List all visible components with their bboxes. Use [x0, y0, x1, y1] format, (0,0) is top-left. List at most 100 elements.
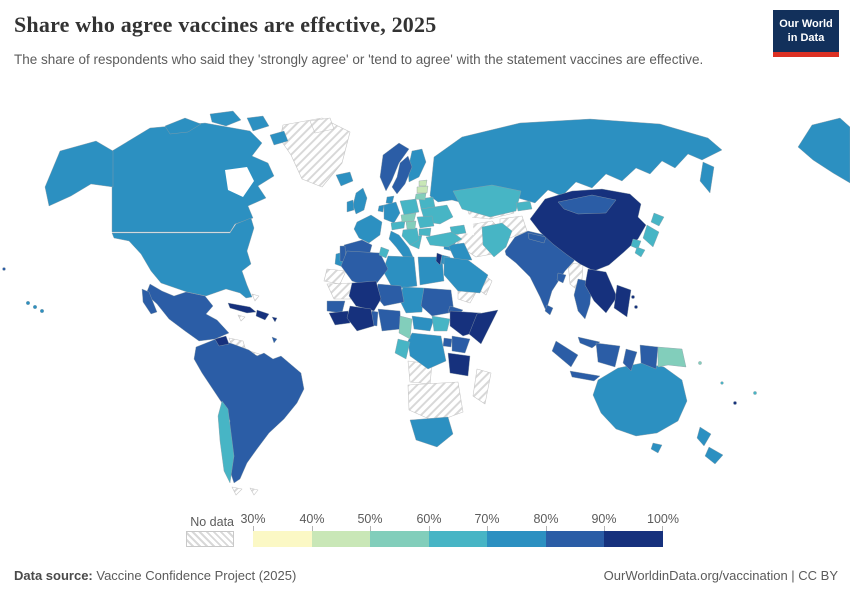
country-solomon-islands[interactable]	[698, 361, 702, 365]
country-tunisia[interactable]	[378, 246, 390, 259]
arctic-island-4[interactable]	[269, 130, 289, 146]
country-japan-hokkaido[interactable]	[650, 212, 665, 227]
country-kamchatka[interactable]	[699, 161, 715, 194]
hawaii-2[interactable]	[33, 304, 38, 309]
country-western-sahara[interactable]	[323, 268, 347, 285]
country-java[interactable]	[569, 370, 601, 382]
country-niger[interactable]	[375, 283, 405, 307]
country-philippines[interactable]	[613, 284, 632, 318]
country-pakistan[interactable]	[481, 222, 513, 258]
country-norway[interactable]	[379, 142, 410, 192]
country-turkey[interactable]	[425, 231, 463, 248]
country-iraq[interactable]	[447, 242, 473, 261]
country-nigeria[interactable]	[377, 308, 402, 332]
hawaii-1[interactable]	[26, 300, 31, 305]
country-libya[interactable]	[382, 255, 418, 290]
country-papua-west[interactable]	[639, 344, 659, 370]
country-sulawesi[interactable]	[622, 348, 638, 372]
country-kenya[interactable]	[451, 335, 471, 354]
country-central-african-republic[interactable]	[411, 315, 435, 332]
country-chile[interactable]	[217, 400, 235, 484]
legend-bin-30-40[interactable]	[253, 531, 312, 547]
footer-license[interactable]: OurWorldinData.org/vaccination | CC BY	[603, 568, 838, 583]
country-uk[interactable]	[352, 187, 368, 215]
country-somalia[interactable]	[468, 309, 499, 345]
legend-bin-70-80[interactable]	[487, 531, 546, 547]
country-sudan[interactable]	[420, 287, 455, 317]
country-bulgaria[interactable]	[418, 227, 432, 237]
country-india[interactable]	[504, 230, 579, 312]
country-russia-far-east[interactable]	[797, 117, 850, 184]
country-czechia-slovakia[interactable]	[400, 212, 417, 223]
legend-bin-60-70[interactable]	[428, 531, 488, 547]
country-sri-lanka[interactable]	[544, 304, 554, 316]
country-iceland[interactable]	[335, 171, 354, 187]
country-trinidad[interactable]	[271, 336, 278, 344]
arctic-island-1[interactable]	[164, 117, 202, 135]
country-cuba[interactable]	[227, 302, 257, 314]
country-estonia[interactable]	[418, 179, 428, 187]
country-kazakhstan[interactable]	[452, 184, 522, 218]
country-japan-honshu[interactable]	[642, 224, 660, 248]
country-tierra-del-fuego[interactable]	[231, 486, 243, 496]
country-jamaica[interactable]	[237, 314, 246, 322]
country-cameroon[interactable]	[398, 315, 413, 340]
country-falklands[interactable]	[249, 487, 259, 496]
country-hispaniola[interactable]	[255, 309, 270, 321]
country-france[interactable]	[353, 214, 383, 244]
country-benelux[interactable]	[377, 204, 385, 213]
country-mexico[interactable]	[145, 283, 230, 342]
country-bangladesh[interactable]	[556, 272, 567, 284]
country-malaysia[interactable]	[577, 336, 601, 349]
country-southern-africa[interactable]	[407, 381, 464, 423]
arctic-island-2[interactable]	[209, 110, 242, 127]
country-ireland[interactable]	[346, 199, 355, 213]
country-china[interactable]	[529, 188, 647, 272]
country-vanuatu[interactable]	[720, 381, 724, 385]
country-sumatra[interactable]	[551, 340, 579, 368]
country-svalbard[interactable]	[309, 117, 335, 134]
country-guinea[interactable]	[328, 310, 351, 326]
country-mali[interactable]	[348, 280, 382, 312]
hawaii-3[interactable]	[40, 308, 45, 313]
country-south-sudan[interactable]	[431, 315, 451, 332]
country-borneo[interactable]	[595, 342, 621, 368]
country-austria-switzerland[interactable]	[390, 220, 406, 231]
philippine-islet-2[interactable]	[634, 305, 638, 309]
country-israel[interactable]	[435, 252, 443, 266]
country-fiji[interactable]	[753, 391, 757, 395]
arctic-island-3[interactable]	[246, 115, 270, 132]
pacific-islet-west[interactable]	[2, 267, 6, 271]
country-alaska[interactable]	[44, 140, 114, 207]
country-poland[interactable]	[399, 198, 420, 216]
legend-color-bar[interactable]	[253, 526, 664, 547]
world-map[interactable]	[0, 105, 850, 517]
country-new-caledonia[interactable]	[733, 401, 737, 405]
country-sweden[interactable]	[391, 155, 413, 195]
country-new-zealand-north[interactable]	[696, 426, 712, 447]
legend-bin-40-50[interactable]	[311, 531, 371, 547]
country-japan-kyushu[interactable]	[634, 246, 646, 258]
country-south-korea[interactable]	[630, 238, 642, 250]
country-bahamas[interactable]	[251, 293, 260, 302]
country-madagascar[interactable]	[472, 368, 492, 405]
country-uganda[interactable]	[442, 337, 453, 348]
country-germany[interactable]	[383, 201, 401, 224]
country-south-america[interactable]	[193, 338, 305, 484]
country-baja-california[interactable]	[141, 288, 158, 315]
country-tanzania[interactable]	[447, 352, 471, 377]
country-new-zealand-south[interactable]	[704, 446, 724, 465]
country-cote-divoire-ghana[interactable]	[346, 305, 375, 332]
country-tasmania[interactable]	[650, 442, 663, 454]
country-papua-new-guinea[interactable]	[657, 346, 687, 368]
country-saudi-arabia[interactable]	[443, 256, 489, 294]
country-puerto-rico[interactable]	[271, 316, 278, 323]
country-gabon-congo[interactable]	[394, 338, 411, 360]
country-australia[interactable]	[592, 362, 688, 437]
country-nepal[interactable]	[527, 232, 547, 244]
country-romania[interactable]	[416, 215, 435, 229]
philippine-islet-1[interactable]	[631, 295, 635, 299]
legend-bin-50-60[interactable]	[370, 531, 429, 547]
country-senegal[interactable]	[326, 300, 346, 314]
country-egypt[interactable]	[417, 256, 445, 286]
